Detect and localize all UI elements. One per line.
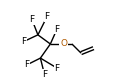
Text: F: F [54,25,59,34]
Text: F: F [24,60,29,69]
Text: F: F [29,15,34,24]
Text: F: F [54,64,59,73]
Text: F: F [21,37,26,46]
Text: O: O [60,40,67,48]
Text: F: F [44,12,49,21]
Text: F: F [42,70,47,79]
